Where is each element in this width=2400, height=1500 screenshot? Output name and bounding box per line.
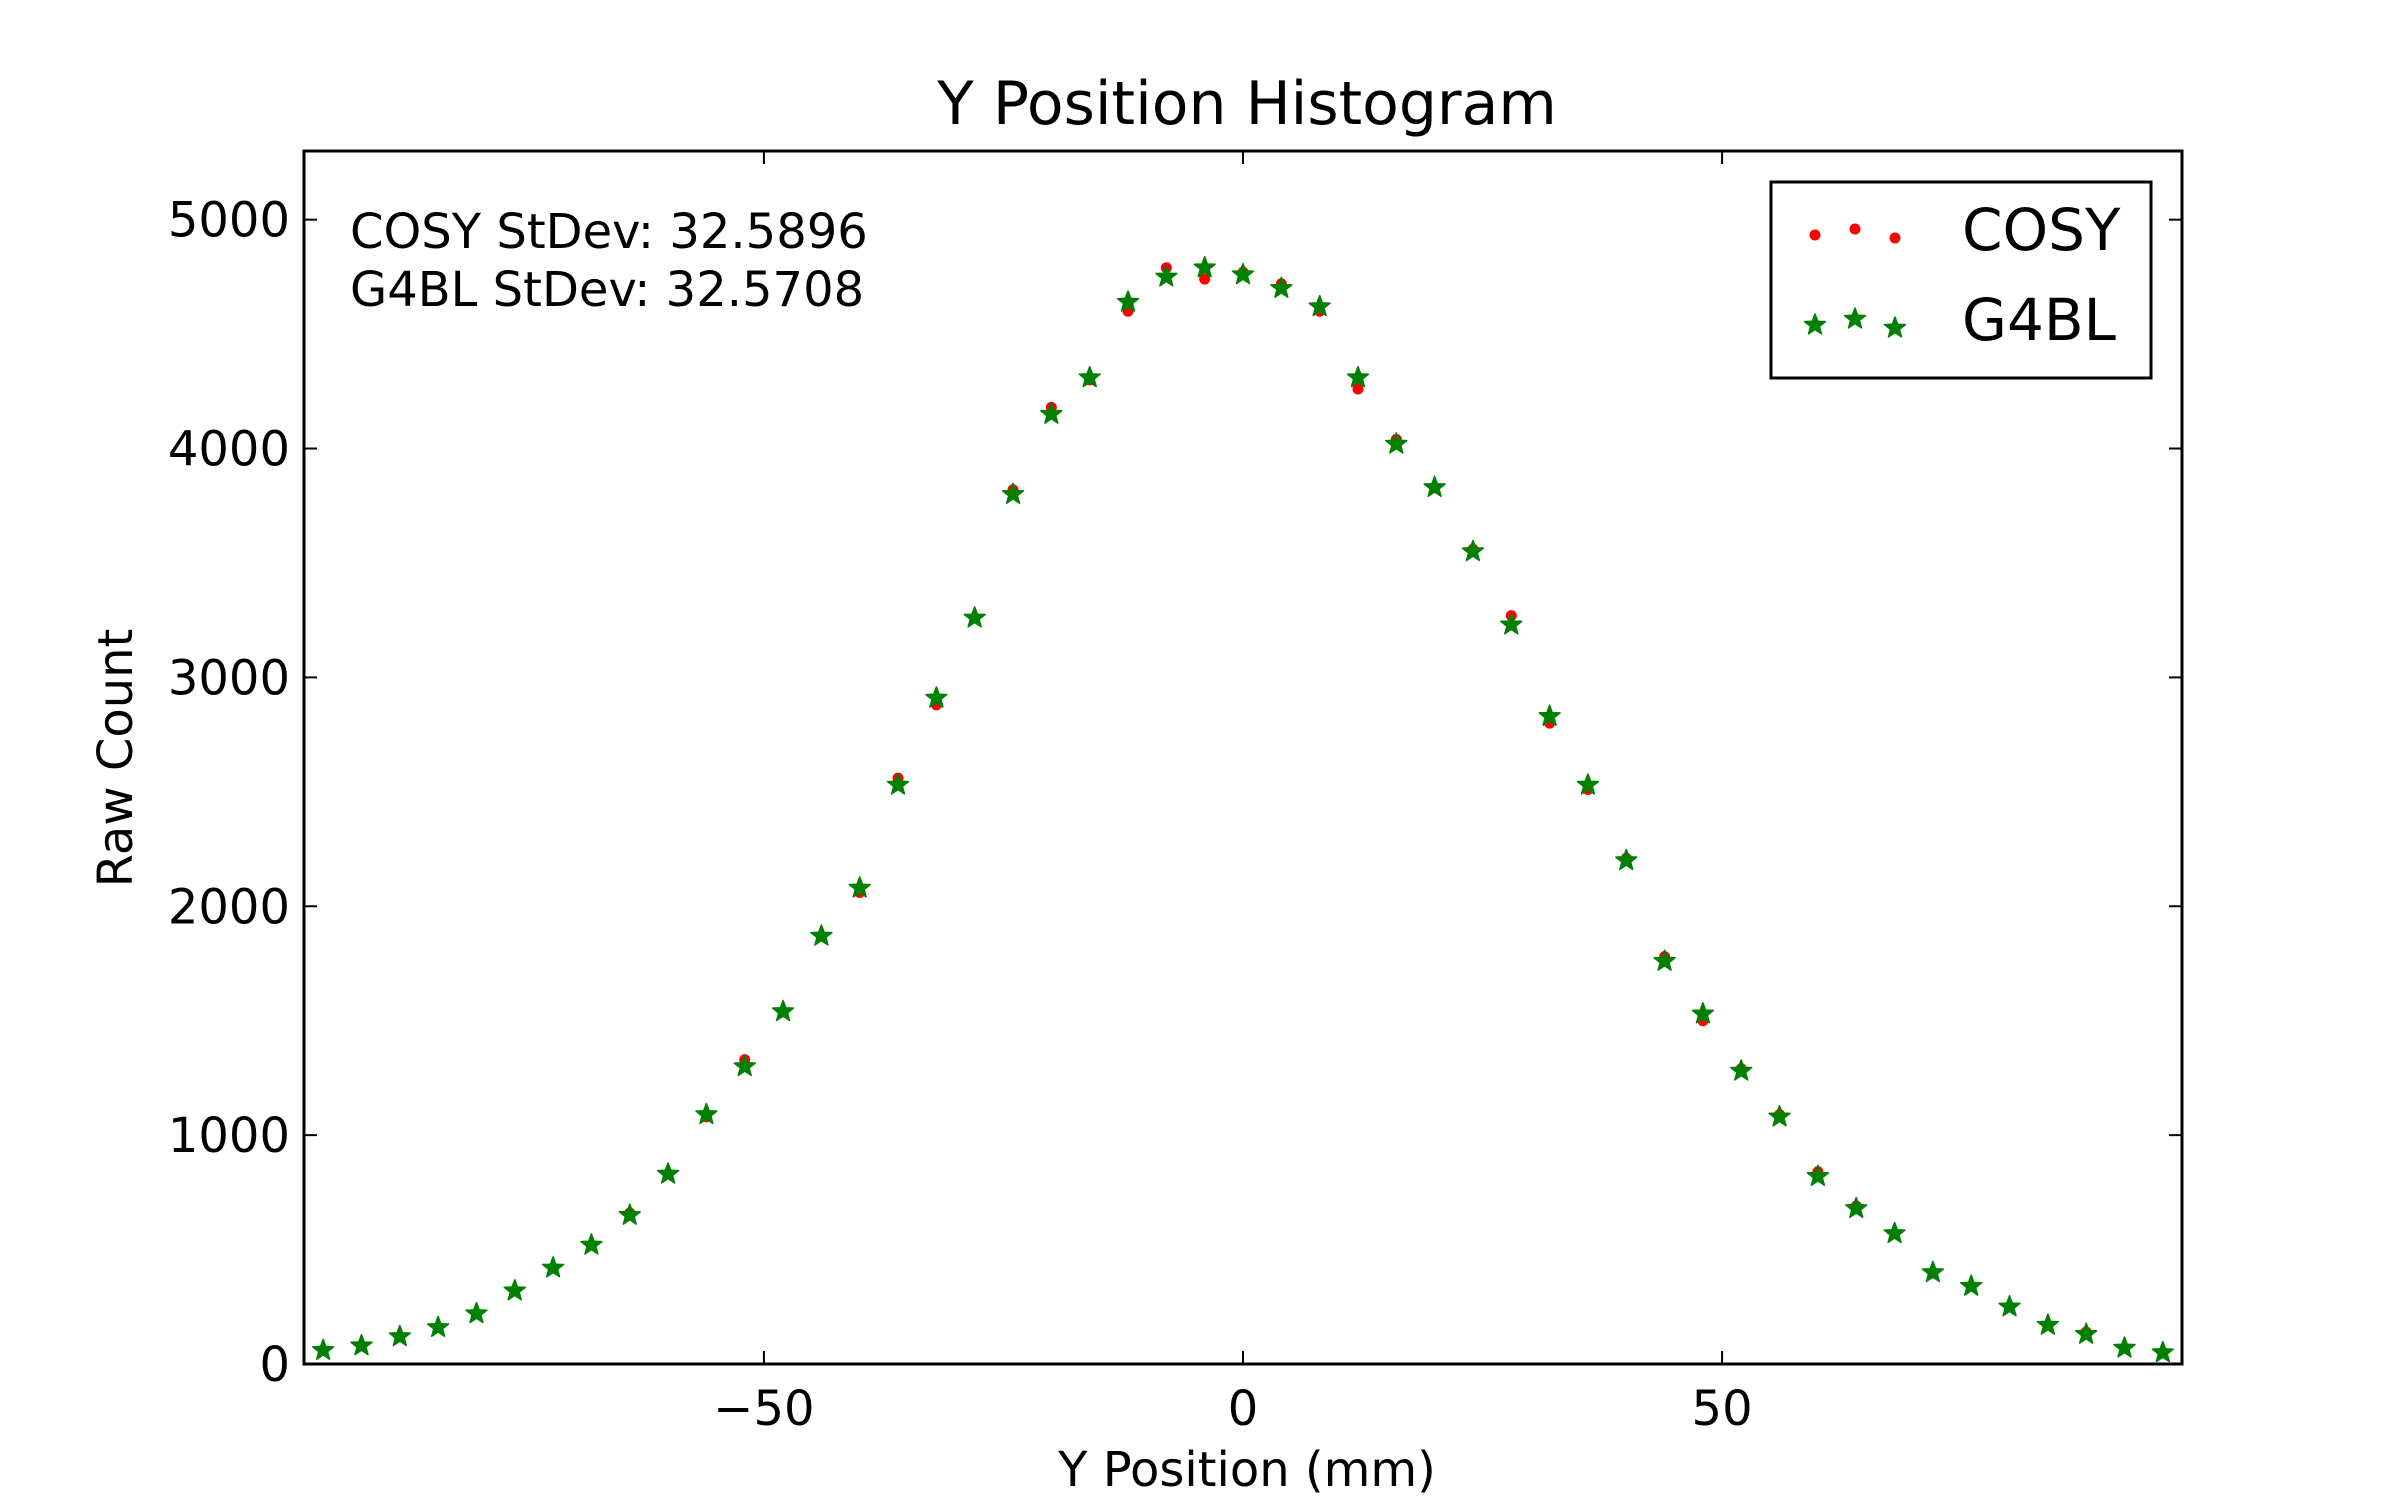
data-point-g4bl (1231, 262, 1255, 285)
data-point-g4bl (925, 686, 948, 708)
data-point-g4bl (388, 1324, 412, 1347)
data-point-g4bl (1155, 265, 1178, 287)
data-point-g4bl (733, 1054, 756, 1077)
data-point-g4bl (618, 1203, 641, 1225)
data-point-g4bl (426, 1315, 450, 1338)
data-point-g4bl (1730, 1059, 1753, 1081)
y-tick-label: 1000 (168, 1108, 290, 1164)
legend-label-g4bl: G4BL (1962, 286, 2116, 354)
data-point-g4bl (541, 1256, 565, 1278)
legend-marker-g4bl (1803, 313, 1827, 335)
data-point-g4bl (1921, 1260, 1945, 1283)
series-layer (311, 255, 2175, 1363)
data-point-g4bl (1691, 1002, 1715, 1024)
data-point-g4bl (1959, 1274, 1983, 1296)
data-point-g4bl (1845, 1196, 1868, 1219)
data-point-g4bl (810, 924, 833, 946)
data-point-g4bl (1308, 294, 1331, 317)
data-point-g4bl (1461, 539, 1485, 562)
y-tick-label: 5000 (168, 193, 290, 249)
data-point-g4bl (886, 773, 910, 795)
data-point-g4bl (2074, 1322, 2098, 1344)
data-point-g4bl (1576, 773, 1600, 795)
x-axis-label: Y Position (mm) (1057, 1442, 1436, 1498)
data-point-g4bl (1806, 1164, 1830, 1186)
data-point-g4bl (311, 1338, 335, 1360)
data-point-g4bl (656, 1162, 680, 1184)
data-point-g4bl (1768, 1105, 1791, 1127)
legend: COSY G4BL (1769, 180, 2153, 380)
data-point-g4bl (695, 1102, 718, 1125)
legend-marker-g4bl (1843, 307, 1867, 329)
data-point-g4bl (1538, 704, 1561, 726)
annotation-cosy-stdev: COSY StDev: 32.5896 (350, 204, 868, 260)
series-g4bl (311, 255, 2175, 1363)
legend-box (1769, 180, 2153, 380)
x-tick-label: 0 (1228, 1381, 1259, 1437)
y-tick-label: 0 (259, 1337, 290, 1393)
data-point-cosy (1352, 383, 1364, 395)
data-point-g4bl (1270, 276, 1293, 298)
data-point-g4bl (771, 999, 795, 1022)
x-tick-label: 50 (1692, 1381, 1753, 1437)
data-point-g4bl (1346, 365, 1370, 388)
data-point-g4bl (1653, 949, 1676, 971)
data-point-g4bl (1500, 613, 1523, 635)
data-point-g4bl (2113, 1336, 2136, 1358)
plot-frame (302, 149, 2184, 1366)
data-point-g4bl (1078, 365, 1101, 388)
data-point-g4bl (350, 1333, 373, 1356)
legend-label-cosy: COSY (1962, 196, 2121, 264)
data-point-g4bl (503, 1279, 527, 1301)
data-point-g4bl (580, 1233, 603, 1255)
y-tick-label: 2000 (168, 879, 290, 935)
data-point-g4bl (1615, 848, 1638, 871)
data-point-g4bl (1998, 1295, 2021, 1317)
y-tick-label: 3000 (168, 650, 290, 706)
y-axis-label: Raw Count (88, 629, 144, 888)
chart-title: Y Position Histogram (936, 69, 1557, 139)
data-point-g4bl (1423, 475, 1446, 498)
legend-markers-g4bl (1803, 307, 1907, 338)
data-point-g4bl (1385, 432, 1408, 454)
data-point-g4bl (848, 876, 871, 898)
annotation-g4bl-stdev: G4BL StDev: 32.5708 (350, 262, 864, 318)
data-point-g4bl (963, 606, 986, 628)
legend-marker-cosy (1889, 232, 1901, 244)
legend-marker-cosy (1849, 223, 1861, 235)
legend-marker-cosy (1809, 229, 1821, 241)
data-point-cosy (1199, 273, 1211, 285)
data-point-g4bl (1040, 402, 1063, 424)
data-point-g4bl (1883, 1221, 1906, 1244)
data-point-g4bl (1116, 290, 1140, 312)
data-point-g4bl (2036, 1313, 2060, 1335)
y-tick-label: 4000 (168, 422, 290, 478)
data-point-g4bl (2151, 1340, 2175, 1363)
data-point-g4bl (465, 1301, 488, 1324)
legend-markers-cosy (1809, 223, 1901, 244)
data-point-g4bl (1001, 482, 1025, 504)
legend-marker-g4bl (1883, 316, 1907, 338)
data-point-g4bl (1193, 255, 1216, 278)
x-tick-label: −50 (713, 1381, 814, 1437)
